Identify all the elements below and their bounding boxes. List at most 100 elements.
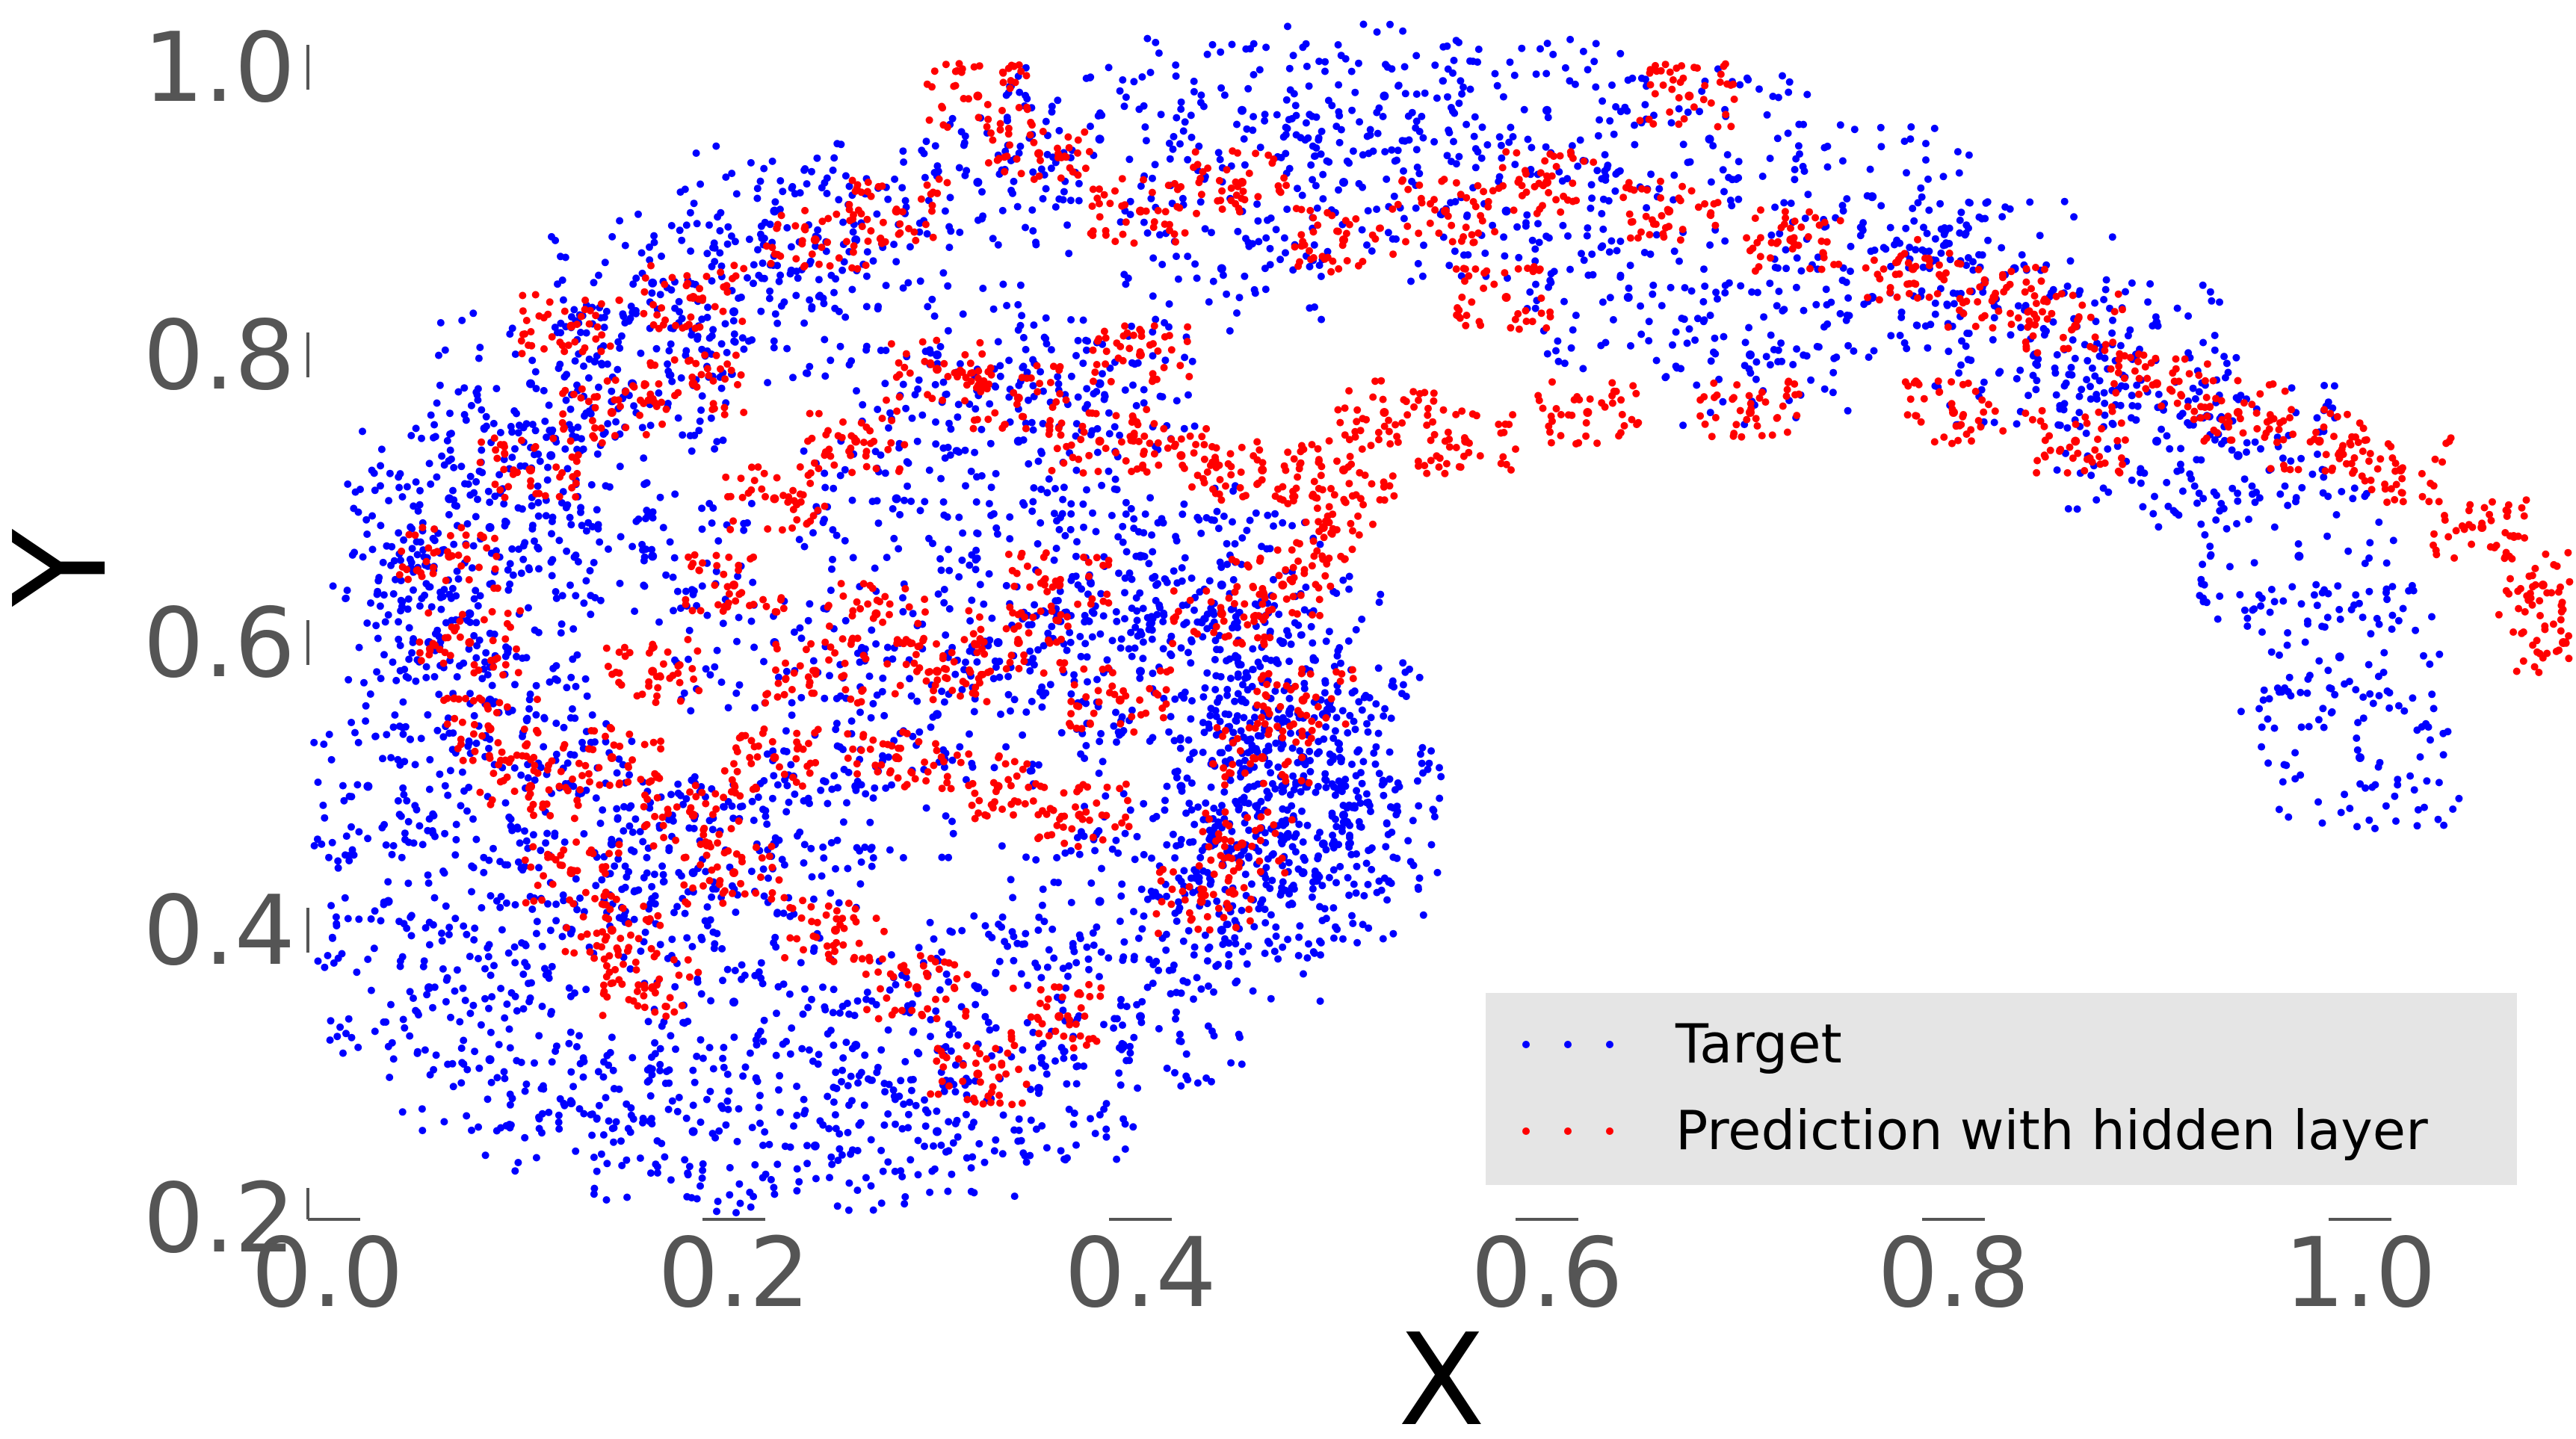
target-point [446, 409, 454, 418]
target-point [1182, 1050, 1190, 1058]
target-point [628, 542, 637, 551]
target-point [877, 1046, 886, 1054]
target-point [2220, 353, 2228, 361]
target-point [528, 524, 537, 533]
target-point [2108, 329, 2116, 337]
target-point [1082, 742, 1090, 749]
target-point [593, 450, 602, 458]
target-point [643, 853, 651, 861]
target-point [2063, 424, 2072, 432]
target-point [1111, 475, 1119, 483]
target-point [1253, 200, 1261, 208]
target-point [1780, 199, 1788, 207]
target-point [1152, 38, 1160, 46]
target-point [1945, 240, 1953, 247]
target-point [969, 1153, 977, 1161]
target-point [1254, 217, 1262, 225]
target-point [1121, 386, 1129, 394]
target-point [1223, 560, 1232, 569]
target-point [1679, 140, 1687, 149]
target-point [797, 693, 806, 702]
target-point [670, 909, 678, 917]
target-point [1561, 64, 1569, 72]
target-point [891, 175, 899, 183]
target-point [1794, 142, 1803, 150]
target-point [770, 344, 778, 352]
target-point [757, 307, 765, 315]
target-point [688, 868, 698, 877]
target-point [1288, 522, 1297, 530]
target-point [1681, 284, 1689, 292]
target-point [760, 657, 767, 666]
target-point [808, 167, 815, 176]
target-point [1421, 89, 1429, 97]
target-point [561, 445, 569, 453]
target-point [720, 802, 727, 811]
target-point [904, 1110, 912, 1118]
target-point [2260, 686, 2268, 694]
target-point [659, 870, 667, 879]
target-point [523, 714, 531, 722]
target-point [2206, 552, 2214, 560]
target-point [1070, 947, 1078, 956]
target-point [939, 269, 948, 277]
target-point [960, 666, 968, 674]
target-point [853, 1186, 862, 1195]
target-point [940, 698, 948, 706]
target-point [2345, 678, 2353, 686]
target-point [878, 687, 886, 696]
target-point [587, 738, 595, 746]
target-point [327, 902, 336, 910]
target-point [1235, 660, 1243, 669]
target-point [1401, 137, 1409, 145]
target-point [374, 634, 382, 643]
target-point [310, 842, 318, 850]
target-point [1119, 522, 1127, 530]
target-point [1149, 669, 1157, 678]
target-point [756, 1092, 764, 1100]
target-point [1170, 132, 1178, 140]
target-point [906, 1156, 915, 1164]
target-point [2091, 372, 2099, 380]
target-point [475, 1064, 484, 1072]
target-point [783, 782, 791, 790]
target-point [821, 1006, 830, 1014]
target-point [773, 319, 782, 327]
target-point [362, 717, 370, 725]
target-point [1965, 224, 1972, 232]
target-point [567, 521, 575, 529]
target-point [342, 595, 350, 603]
target-point [872, 640, 880, 648]
target-point [770, 772, 778, 780]
target-point [1202, 1074, 1211, 1082]
target-point [1309, 639, 1317, 647]
target-point [1917, 184, 1925, 192]
target-point [544, 463, 552, 471]
target-point [806, 296, 814, 304]
target-point [1616, 238, 1625, 245]
target-point [487, 1028, 495, 1036]
target-point [611, 862, 619, 870]
target-point [389, 842, 398, 850]
target-point [1918, 287, 1926, 295]
target-point [343, 587, 351, 595]
target-point [2095, 352, 2104, 360]
target-point [359, 427, 366, 436]
target-point [608, 387, 616, 395]
target-point [1271, 785, 1279, 793]
target-point [644, 1018, 652, 1026]
target-point [1022, 1158, 1031, 1166]
target-point [1990, 314, 1998, 322]
target-point [814, 226, 822, 234]
target-point [468, 1126, 475, 1134]
target-point [1128, 575, 1136, 584]
target-point [1322, 637, 1330, 646]
target-point [1080, 523, 1087, 531]
target-point [793, 1083, 801, 1090]
target-point [626, 822, 634, 830]
target-point [1231, 697, 1239, 705]
target-point [583, 692, 591, 700]
target-point [1416, 750, 1424, 758]
target-point [580, 362, 587, 371]
target-point [1025, 459, 1033, 468]
